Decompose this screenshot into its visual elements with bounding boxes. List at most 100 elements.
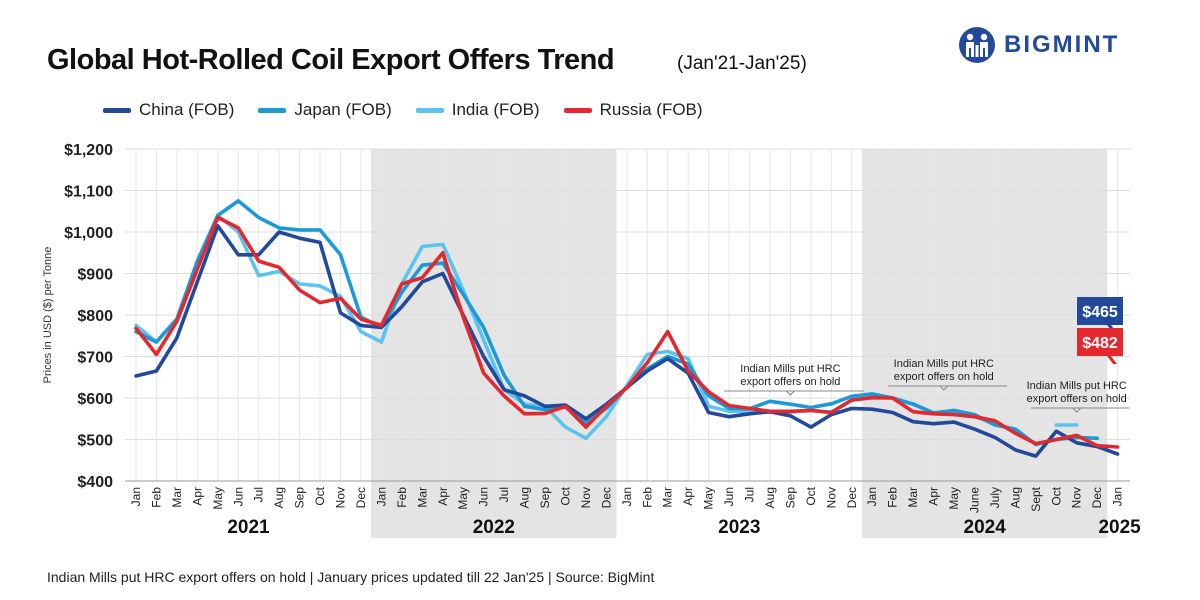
data-point-russia: [155, 353, 158, 356]
data-point-china: [728, 415, 731, 418]
data-point-russia: [625, 386, 628, 389]
callout-label: $482: [1082, 335, 1118, 352]
x-tick-label: Feb: [886, 487, 900, 508]
data-point-russia: [400, 282, 403, 285]
year-label-2023: 2023: [718, 517, 760, 538]
data-point-china: [523, 394, 526, 397]
data-point-russia: [564, 405, 567, 408]
data-point-russia: [707, 390, 710, 393]
x-tick-label: Jan: [865, 487, 879, 506]
x-tick-label: Apr: [681, 487, 695, 506]
chart-title: Global Hot-Rolled Coil Export Offers Tre…: [47, 44, 615, 76]
x-tick-label: May: [456, 487, 470, 510]
chart-legend: China (FOB) Japan (FOB) India (FOB) Russ…: [103, 100, 727, 120]
data-point-india: [605, 415, 608, 418]
x-tick-label: May: [702, 487, 716, 510]
y-tick-label: $600: [77, 391, 113, 408]
legend-swatch-russia: [563, 107, 592, 113]
x-tick-label: Jun: [477, 487, 491, 506]
data-point-china: [953, 421, 956, 424]
x-tick-label: Jun: [231, 487, 245, 506]
data-point-russia: [1014, 432, 1017, 435]
data-point-india: [257, 274, 260, 277]
data-point-russia: [646, 361, 649, 364]
legend-swatch-india: [415, 107, 444, 113]
data-point-japan: [871, 392, 874, 395]
data-point-china: [257, 253, 260, 256]
data-point-russia: [257, 260, 260, 263]
annotation-bracket-tick: [939, 385, 949, 391]
data-point-china: [646, 370, 649, 373]
legend-item-india: India (FOB): [415, 100, 540, 120]
x-tick-label: June: [967, 487, 981, 513]
data-point-india: [666, 350, 669, 353]
data-point-china: [932, 422, 935, 425]
annotation-bracket-tick: [1072, 407, 1082, 413]
data-point-russia: [728, 404, 731, 407]
annotation-line1: Indian Mills put HRC: [894, 358, 994, 370]
data-point-china: [503, 388, 506, 391]
x-tick-label: Mar: [906, 487, 920, 508]
x-tick-label: Jul: [252, 487, 266, 502]
data-point-japan: [462, 293, 465, 296]
callout-badge: [1077, 328, 1123, 364]
data-point-russia: [175, 320, 178, 323]
x-tick-label: May: [211, 487, 225, 510]
x-tick-label: Feb: [149, 487, 163, 508]
data-point-russia: [216, 216, 219, 219]
data-point-india: [728, 410, 731, 413]
data-point-russia: [871, 396, 874, 399]
x-tick-label: Nov: [579, 487, 593, 508]
x-tick-label: Feb: [395, 487, 409, 508]
data-point-india: [441, 243, 444, 246]
data-point-japan: [441, 262, 444, 265]
data-point-japan: [707, 394, 710, 397]
data-point-russia: [993, 419, 996, 422]
data-point-japan: [319, 228, 322, 231]
data-point-russia: [830, 411, 833, 414]
data-point-china: [1055, 430, 1058, 433]
x-tick-label: Oct: [558, 486, 572, 505]
x-tick-label: Mar: [170, 487, 184, 508]
data-point-india: [687, 357, 690, 360]
data-point-russia: [687, 370, 690, 373]
data-point-india: [135, 324, 138, 327]
data-point-china: [278, 231, 281, 234]
data-point-russia: [1075, 434, 1078, 437]
x-tick-label: Oct: [1049, 486, 1063, 505]
data-point-russia: [809, 409, 812, 412]
x-tick-label: May: [947, 487, 961, 510]
x-tick-label: Sept: [1029, 486, 1043, 511]
x-tick-label: Jun: [722, 487, 736, 506]
data-point-china: [135, 375, 138, 378]
data-point-russia: [789, 410, 792, 413]
x-tick-label: Jul: [497, 487, 511, 502]
bigmint-logo-icon: [959, 27, 995, 63]
data-point-china: [789, 414, 792, 417]
data-point-russia: [891, 397, 894, 400]
data-point-china: [155, 370, 158, 373]
data-point-japan: [339, 253, 342, 256]
data-point-russia: [544, 412, 547, 415]
annotation-line1: Indian Mills put HRC: [1027, 380, 1127, 392]
x-tick-label: Sep: [538, 487, 552, 509]
data-point-japan: [953, 409, 956, 412]
year-band-2024: [861, 149, 1108, 538]
y-tick-label: $1,100: [64, 184, 113, 201]
data-point-china: [912, 420, 915, 423]
data-point-russia: [912, 410, 915, 413]
brand-name: BIGMINT: [1004, 31, 1120, 58]
footer-note: Indian Mills put HRC export offers on ho…: [47, 569, 655, 585]
data-point-russia: [850, 399, 853, 402]
data-point-japan: [503, 374, 506, 377]
data-point-china: [1075, 441, 1078, 444]
y-tick-label: $1,200: [64, 142, 113, 159]
data-point-china: [482, 355, 485, 358]
data-point-china: [421, 280, 424, 283]
data-point-india: [421, 245, 424, 248]
legend-swatch-china: [103, 107, 131, 113]
data-point-russia: [359, 318, 362, 321]
legend-item-japan: Japan (FOB): [258, 100, 392, 120]
data-point-china: [237, 253, 240, 256]
x-tick-label: Jan: [1111, 487, 1125, 506]
